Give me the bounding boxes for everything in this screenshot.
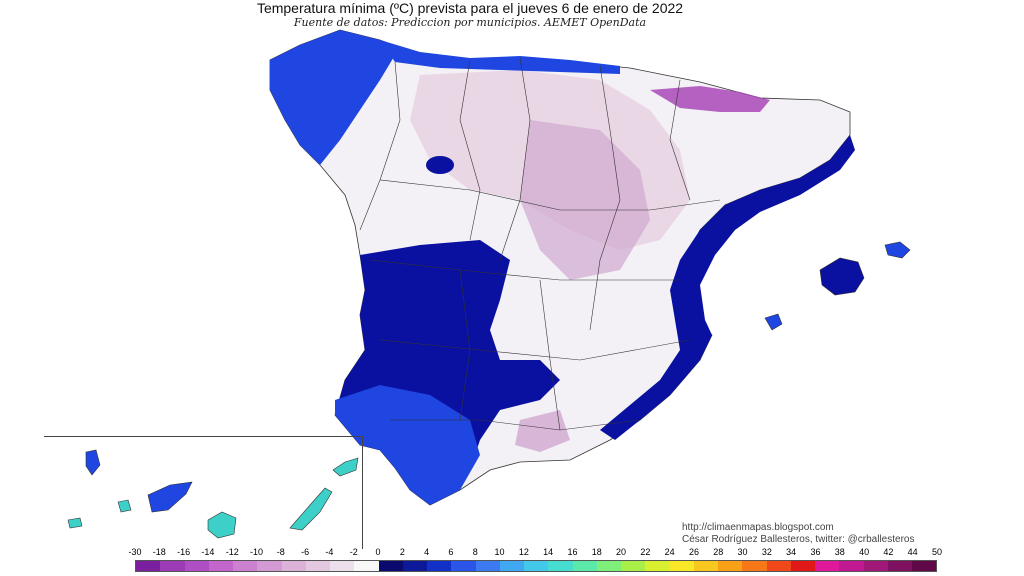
cold-area-cantabria [380, 40, 620, 74]
legend-swatch [330, 561, 355, 571]
legend-swatch [572, 561, 597, 571]
frost-area-center [520, 120, 650, 280]
legend-label: 42 [883, 547, 894, 557]
cold-area-galicia [270, 30, 395, 165]
map-title: Temperatura mínima (ºC) prevista para el… [256, 0, 684, 16]
canary-islands [67, 449, 359, 539]
legend-label: 44 [907, 547, 918, 557]
legend-swatch [499, 561, 524, 571]
legend-swatch [596, 561, 621, 571]
legend-label: 0 [375, 547, 381, 557]
island-tenerife [147, 481, 193, 513]
island-menorca [884, 241, 911, 259]
map-subtitle: Fuente de datos: Prediccion por municipi… [293, 16, 647, 29]
province-borders [359, 57, 721, 431]
legend-label: 2 [399, 547, 405, 557]
legend-label: 8 [472, 547, 478, 557]
frost-area-south [515, 410, 570, 452]
legend-swatch [912, 561, 937, 571]
legend-label: -2 [349, 547, 358, 557]
legend-label: 26 [688, 547, 699, 557]
island-gran-canaria [207, 511, 237, 539]
legend-label: 38 [834, 547, 845, 557]
legend-swatch [354, 561, 379, 571]
legend-swatch [693, 561, 718, 571]
legend-label: -6 [301, 547, 310, 557]
legend-swatch [524, 561, 549, 571]
legend-swatch [305, 561, 330, 571]
legend-label: 22 [640, 547, 651, 557]
legend-swatch [718, 561, 743, 571]
island-fuerteventura [289, 487, 333, 531]
legend-label: 14 [543, 547, 554, 557]
legend-swatch [645, 561, 670, 571]
island-la-palma [85, 449, 101, 476]
legend-color-bar [135, 560, 937, 572]
legend-label: 36 [810, 547, 821, 557]
cold-area-leon [426, 156, 454, 174]
island-la-gomera [117, 499, 132, 513]
legend-label: 16 [567, 547, 578, 557]
legend-label: -4 [325, 547, 334, 557]
legend-swatch [257, 561, 282, 571]
legend-label: 34 [786, 547, 797, 557]
credits-blog-link[interactable]: http://climaenmapas.blogspot.com [682, 522, 834, 533]
island-lanzarote [332, 457, 359, 477]
legend-swatch [766, 561, 791, 571]
legend-swatch [475, 561, 500, 571]
legend-swatch [548, 561, 573, 571]
island-el-hierro [67, 517, 83, 529]
legend-label: -18 [152, 547, 166, 557]
legend-swatch [208, 561, 233, 571]
legend-label: -12 [225, 547, 239, 557]
legend-label: 4 [424, 547, 430, 557]
legend-swatch [839, 561, 864, 571]
legend-swatch [402, 561, 427, 571]
legend-swatch [160, 561, 185, 571]
legend-swatch [451, 561, 476, 571]
legend-label: -16 [177, 547, 191, 557]
legend-label: 18 [591, 547, 602, 557]
canary-islands-inset-frame [44, 436, 363, 549]
credits: http://climaenmapas.blogspot.com César R… [682, 522, 914, 546]
island-ibiza [764, 313, 783, 331]
legend-label: -8 [276, 547, 285, 557]
legend-labels: -30 -18 -16 -14 -12 -10 -8 -6 -4 -2 0 2 4 6 8 10 12 14 16 1… [128, 547, 942, 559]
legend-label: 28 [713, 547, 724, 557]
legend-label: 20 [616, 547, 627, 557]
legend-label: 10 [494, 547, 505, 557]
frost-area-pyrenees [650, 86, 770, 112]
legend-label: 30 [737, 547, 748, 557]
legend-swatch [669, 561, 694, 571]
legend-swatch [136, 561, 161, 571]
legend-swatch [742, 561, 767, 571]
legend-swatch [427, 561, 452, 571]
legend-swatch [790, 561, 815, 571]
legend-label: 50 [931, 547, 943, 557]
legend-label: -30 [128, 547, 142, 557]
legend-label: 24 [664, 547, 675, 557]
legend-swatch [281, 561, 306, 571]
legend-label: 32 [761, 547, 772, 557]
color-legend: -30 -18 -16 -14 -12 -10 -8 -6 -4 -2 0 2 4 6 8 10 12 14 16 1… [128, 547, 942, 575]
cold-area-east-coast [600, 135, 855, 440]
credits-author: César Rodríguez Ballesteros, twitter: @c… [682, 534, 915, 545]
legend-swatch [815, 561, 840, 571]
legend-swatch [184, 561, 209, 571]
legend-label: -14 [201, 547, 215, 557]
legend-swatch [887, 561, 912, 571]
legend-label: 6 [448, 547, 454, 557]
legend-label: 40 [859, 547, 870, 557]
cold-area-southwest [335, 385, 480, 505]
legend-swatch [233, 561, 258, 571]
legend-swatch [863, 561, 888, 571]
legend-label: -10 [249, 547, 264, 557]
legend-swatch [378, 561, 403, 571]
island-mallorca [819, 257, 865, 296]
legend-label: 12 [518, 547, 529, 557]
legend-swatch [621, 561, 646, 571]
